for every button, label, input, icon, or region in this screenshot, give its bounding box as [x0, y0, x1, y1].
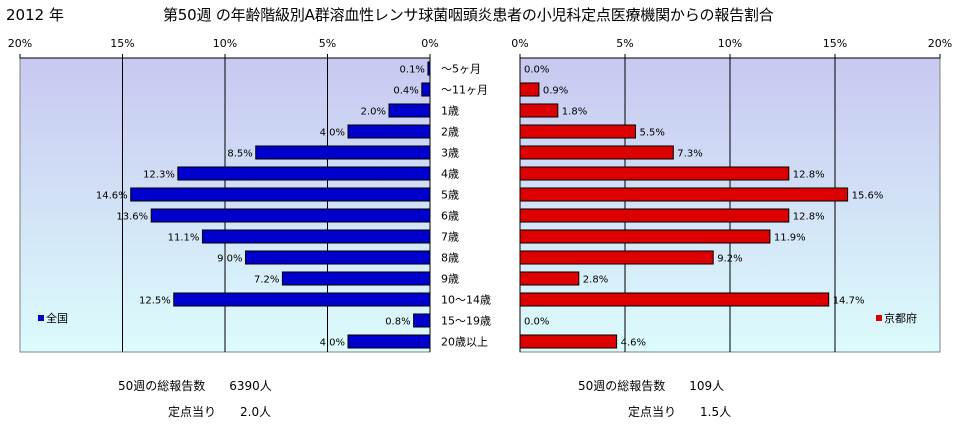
kyoto-bar — [519, 82, 540, 97]
age-category-label: 2歳 — [441, 126, 459, 139]
age-category-label: 9歳 — [441, 273, 459, 286]
kyoto-total-reports: 50週の総報告数 109人 — [578, 379, 725, 393]
national-bar — [388, 103, 431, 118]
kyoto-tick-label: 0% — [511, 37, 528, 50]
national-tick-label: 10% — [213, 37, 237, 50]
kyoto-data-label: 12.8% — [793, 212, 825, 223]
kyoto-bar — [519, 271, 580, 286]
kyoto-data-label: 1.8% — [562, 107, 587, 118]
age-category-label: 20歳以上 — [441, 336, 488, 349]
kyoto-bar — [519, 124, 636, 139]
age-category-label: 15～19歳 — [441, 315, 491, 328]
age-category-label: 7歳 — [441, 231, 459, 244]
national-bar — [201, 229, 431, 244]
national-bar — [150, 208, 431, 223]
kyoto-bar — [519, 229, 771, 244]
age-category-label: 1歳 — [441, 105, 459, 118]
kyoto-bar — [519, 334, 618, 349]
age-category-label: 10～14歳 — [441, 294, 491, 307]
national-data-label: 0.4% — [393, 86, 418, 97]
national-data-label: 7.2% — [254, 275, 279, 286]
national-bar — [347, 334, 431, 349]
national-bar — [421, 82, 431, 97]
national-bar — [281, 271, 431, 286]
national-tick-label: 5% — [319, 37, 336, 50]
national-data-label: 11.1% — [168, 233, 200, 244]
national-legend-swatch — [38, 315, 44, 321]
kyoto-data-label: 9.2% — [717, 254, 742, 265]
kyoto-legend-label: 京都府 — [884, 312, 917, 325]
national-tick-label: 15% — [110, 37, 134, 50]
national-per-site: 定点当り 2.0人 — [168, 405, 272, 419]
national-bar — [413, 313, 431, 328]
age-category-label: ～11ヶ月 — [441, 84, 488, 97]
kyoto-bar — [519, 166, 790, 181]
kyoto-data-label: 14.7% — [833, 296, 865, 307]
national-data-label: 0.1% — [400, 65, 425, 76]
kyoto-data-label: 7.3% — [677, 149, 702, 160]
national-bar — [177, 166, 431, 181]
kyoto-tick-label: 15% — [823, 37, 847, 50]
kyoto-data-label: 0.0% — [524, 65, 549, 76]
kyoto-tick-label: 20% — [928, 37, 952, 50]
national-data-label: 14.6% — [96, 191, 128, 202]
national-legend-label: 全国 — [46, 312, 68, 325]
kyoto-bar — [519, 208, 790, 223]
kyoto-data-label: 11.9% — [774, 233, 806, 244]
national-bar — [427, 61, 431, 76]
kyoto-data-label: 0.9% — [543, 86, 568, 97]
age-category-label: 4歳 — [441, 168, 459, 181]
national-data-label: 8.5% — [227, 149, 252, 160]
chart-title: 第50週 の年齢階級別A群溶血性レンサ球菌咽頭炎患者の小児科定点医療機関からの報… — [163, 6, 774, 24]
kyoto-bar — [519, 145, 674, 160]
national-total-reports: 50週の総報告数 6390人 — [118, 379, 272, 393]
national-bar — [173, 292, 431, 307]
national-tick-label: 0% — [421, 37, 438, 50]
kyoto-legend: 京都府 — [876, 310, 917, 326]
national-data-label: 12.3% — [143, 170, 175, 181]
national-data-label: 4.0% — [320, 128, 345, 139]
kyoto-tick-label: 5% — [616, 37, 633, 50]
kyoto-bar — [519, 187, 849, 202]
kyoto-data-label: 4.6% — [621, 338, 646, 349]
national-tick-label: 20% — [8, 37, 32, 50]
kyoto-per-site: 定点当り 1.5人 — [628, 405, 732, 419]
kyoto-tick-label: 10% — [718, 37, 742, 50]
national-data-label: 2.0% — [361, 107, 386, 118]
national-legend: 全国 — [38, 310, 68, 326]
national-data-label: 4.0% — [320, 338, 345, 349]
kyoto-data-label: 2.8% — [583, 275, 608, 286]
kyoto-bar — [519, 292, 830, 307]
age-category-label: 6歳 — [441, 210, 459, 223]
age-category-label: 3歳 — [441, 147, 459, 160]
chart-year: 2012 年 — [6, 6, 64, 24]
national-data-label: 12.5% — [139, 296, 171, 307]
national-bar — [245, 250, 431, 265]
kyoto-legend-swatch — [876, 315, 882, 321]
national-bar — [255, 145, 431, 160]
kyoto-data-label: 15.6% — [852, 191, 884, 202]
kyoto-data-label: 12.8% — [793, 170, 825, 181]
age-category-label: 5歳 — [441, 189, 459, 202]
chart-canvas: 20% 15% 10% 5% 0% 0.1% 0.4% 2.0% 4.0% 8.5% 12.3% 14… — [8, 37, 952, 353]
national-data-label: 0.8% — [385, 317, 410, 328]
age-category-labels: ～5ヶ月 ～11ヶ月 1歳 2歳 3歳 4歳 5歳 6歳 7歳 8歳 9歳 10～14歳 15～19歳 2… — [441, 63, 491, 349]
kyoto-data-label: 0.0% — [524, 317, 549, 328]
kyoto-chart: 0% 5% 10% 15% 20% 0.0% 0.9% 1.8% 5.5% 7.3% 12.8% 15… — [511, 37, 952, 353]
national-data-label: 13.6% — [116, 212, 148, 223]
kyoto-bar — [519, 103, 559, 118]
age-category-label: ～5ヶ月 — [441, 63, 481, 76]
kyoto-bar — [519, 250, 714, 265]
kyoto-data-label: 5.5% — [640, 128, 665, 139]
age-category-label: 8歳 — [441, 252, 459, 265]
national-chart: 20% 15% 10% 5% 0% 0.1% 0.4% 2.0% 4.0% 8.5% 12.3% 14… — [8, 37, 439, 353]
national-bar — [130, 187, 431, 202]
national-data-label: 9.0% — [217, 254, 242, 265]
national-bar — [347, 124, 431, 139]
